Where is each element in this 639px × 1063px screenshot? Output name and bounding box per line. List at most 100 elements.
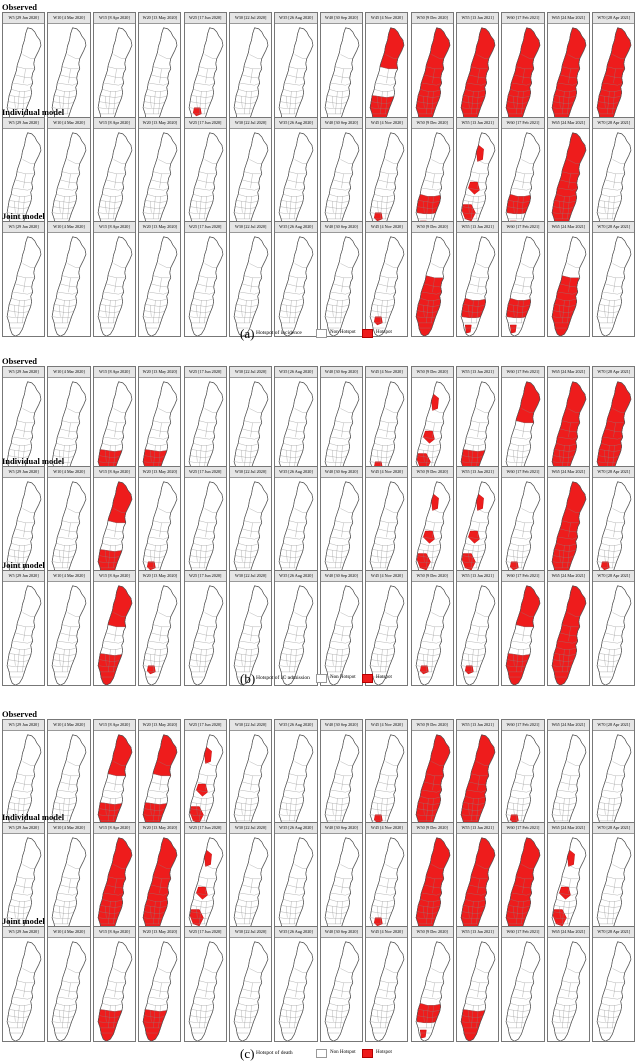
sweden-map [324, 132, 360, 232]
map-panel: W60 [17 Feb 2021] [501, 822, 545, 938]
map-panel: W25 [17 Jun 2020] [183, 570, 227, 686]
panel-week-label: W60 [17 Feb 2021] [502, 927, 544, 938]
panel-week-label: W30 [22 Jul 2020] [230, 118, 272, 129]
map-panel: W30 [22 Jul 2020] [229, 117, 273, 233]
legend-label-hotspot: Hotspot [376, 1050, 392, 1055]
sweden-map [415, 27, 450, 127]
map-panel: W45 [4 Nov 2020] [365, 466, 409, 582]
panel-week-label: W65 [24 Mar 2021] [547, 823, 589, 834]
hotspot-region [516, 381, 541, 424]
map-panel: W15 [8 Apr 2020] [92, 117, 136, 233]
map-panel: W25 [17 Jun 2020] [183, 221, 227, 337]
sweden-map [551, 734, 587, 834]
panel-week-label: W60 [17 Feb 2021] [502, 823, 544, 834]
panel-week-label: W60 [17 Feb 2021] [502, 118, 544, 129]
map-panel: W15 [8 Apr 2020] [92, 366, 136, 482]
panel-week-label: W15 [8 Apr 2020] [93, 467, 135, 478]
sweden-map [6, 236, 42, 336]
panel-week-label: W15 [8 Apr 2020] [93, 367, 135, 378]
map-panel: W10 [4 Mar 2020] [47, 117, 91, 233]
panel-week-label: W40 [30 Sep 2020] [320, 13, 362, 24]
map-panel: W20 [13 May 2020] [138, 570, 182, 686]
panel-week-label: W20 [13 May 2020] [139, 571, 181, 582]
sweden-map [188, 132, 223, 232]
sweden-map [143, 132, 178, 232]
panel-week-label: W5 [29 Jan 2020] [3, 118, 45, 129]
panel-week-label: W45 [4 Nov 2020] [366, 222, 408, 233]
panel-week-label: W40 [30 Sep 2020] [320, 823, 362, 834]
map-panel: W55 [13 Jan 2021] [456, 570, 500, 686]
sweden-map [97, 585, 133, 685]
map-panel: W40 [30 Sep 2020] [319, 12, 363, 128]
panel-week-label: W20 [13 May 2020] [139, 118, 181, 129]
sweden-map [370, 481, 405, 581]
sweden-map [52, 585, 87, 685]
legend: (b) Hotspot of IC admission Non Hotspot Hot… [0, 672, 639, 686]
hotspot-region [510, 324, 518, 334]
map-panel: W30 [22 Jul 2020] [229, 12, 273, 128]
sweden-map [6, 941, 42, 1041]
hotspot-region [143, 1009, 168, 1041]
sweden-map [143, 236, 178, 336]
sweden-map [460, 481, 496, 581]
sweden-map [370, 734, 405, 834]
map-panel: W45 [4 Nov 2020] [365, 221, 409, 337]
map-panel: W40 [30 Sep 2020] [319, 366, 363, 482]
map-panel: W55 [13 Jan 2021] [456, 366, 500, 482]
sweden-map [370, 27, 405, 127]
map-panel: W70 [28 Apr 2021] [592, 822, 636, 938]
sweden-map [597, 585, 632, 685]
panel-week-label: W45 [4 Nov 2020] [366, 571, 408, 582]
hotspot-region [460, 27, 496, 127]
row-title: Individual model [2, 456, 65, 466]
sweden-map [460, 585, 496, 685]
panel-week-label: W30 [22 Jul 2020] [230, 720, 272, 731]
map-panel: W45 [4 Nov 2020] [365, 719, 409, 835]
map-panel: W30 [22 Jul 2020] [229, 466, 273, 582]
panel-week-label: W10 [4 Mar 2020] [48, 927, 90, 938]
sweden-map [597, 941, 632, 1041]
sweden-map [188, 585, 223, 685]
map-panel: W40 [30 Sep 2020] [319, 570, 363, 686]
map-panel: W50 [9 Dec 2020] [410, 117, 454, 233]
row-title: Observed [2, 356, 37, 366]
map-panel: W20 [13 May 2020] [138, 926, 182, 1042]
map-panel: W50 [9 Dec 2020] [410, 466, 454, 582]
sweden-map [97, 481, 133, 581]
sweden-map [6, 585, 42, 685]
sweden-map [233, 941, 269, 1041]
hotspot-region [551, 27, 587, 127]
panel-week-label: W25 [17 Jun 2020] [184, 720, 226, 731]
map-panel: W20 [13 May 2020] [138, 221, 182, 337]
map-panel: W40 [30 Sep 2020] [319, 822, 363, 938]
panel-letter: (a) [240, 326, 255, 341]
panel-week-label: W5 [29 Jan 2020] [3, 222, 45, 233]
map-panel: W45 [4 Nov 2020] [365, 366, 409, 482]
hotspot-region [552, 909, 567, 927]
sweden-map [52, 132, 87, 232]
sweden-map [506, 27, 541, 127]
sweden-map [97, 236, 133, 336]
panel-week-label: W35 [26 Aug 2020] [275, 118, 317, 129]
sweden-map [279, 27, 314, 127]
map-panel: W30 [22 Jul 2020] [229, 822, 273, 938]
sweden-map [506, 132, 541, 232]
row-title: Individual model [2, 812, 65, 822]
map-panel: W30 [22 Jul 2020] [229, 221, 273, 337]
map-panel: W60 [17 Feb 2021] [501, 466, 545, 582]
map-panel: W15 [8 Apr 2020] [92, 570, 136, 686]
map-panel: W25 [17 Jun 2020] [183, 719, 227, 835]
legend-swatch-hotspot [362, 329, 373, 338]
panel-week-label: W35 [26 Aug 2020] [275, 467, 317, 478]
sweden-map [506, 236, 541, 336]
hotspot-region [465, 324, 472, 334]
sweden-map [415, 236, 450, 336]
panel-week-label: W65 [24 Mar 2021] [547, 367, 589, 378]
map-panel: W60 [17 Feb 2021] [501, 221, 545, 337]
map-panel: W45 [4 Nov 2020] [365, 117, 409, 233]
hotspot-region [195, 886, 208, 900]
sweden-map [52, 27, 87, 127]
legend-title: Hotspot of death [256, 1050, 293, 1056]
sweden-map [551, 132, 587, 232]
map-panel: W20 [13 May 2020] [138, 117, 182, 233]
